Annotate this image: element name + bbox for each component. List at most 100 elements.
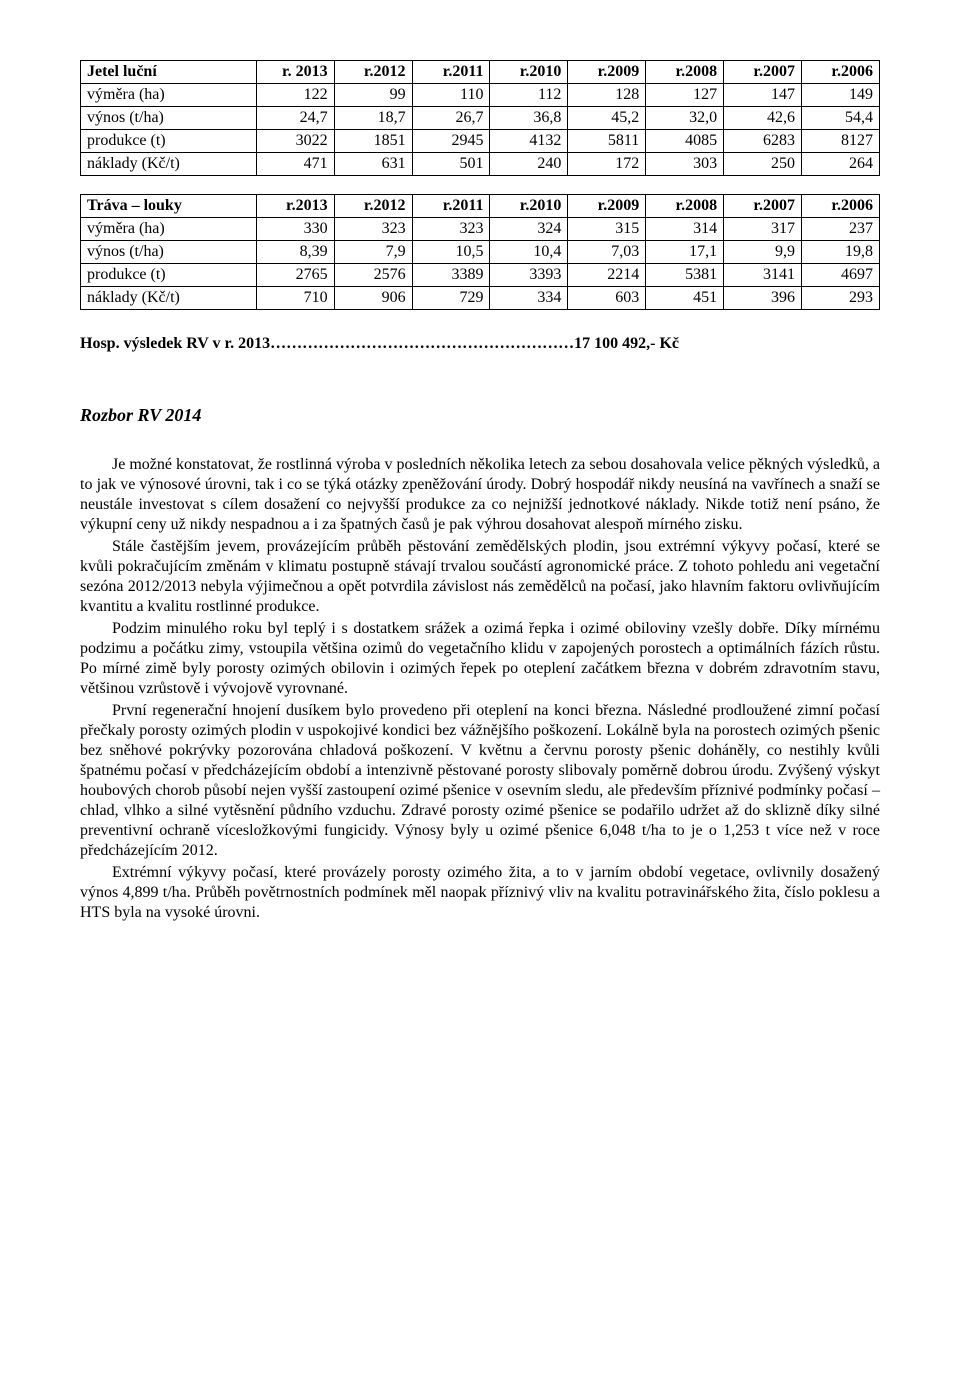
table-cell: 26,7 — [412, 107, 490, 130]
table-cell: 3393 — [490, 264, 568, 287]
table-cell: výnos (t/ha) — [81, 241, 257, 264]
table-cell: 8127 — [802, 130, 880, 153]
table-cell: 147 — [724, 84, 802, 107]
table-row: výnos (t/ha)24,718,726,736,845,232,042,6… — [81, 107, 880, 130]
table-header-cell: r.2013 — [256, 195, 334, 218]
table-cell: 54,4 — [802, 107, 880, 130]
table-cell: 1851 — [334, 130, 412, 153]
table-cell: 24,7 — [256, 107, 334, 130]
table-cell: výměra (ha) — [81, 84, 257, 107]
table-row: náklady (Kč/t)710906729334603451396293 — [81, 287, 880, 310]
table-row: výnos (t/ha)8,397,910,510,47,0317,19,919… — [81, 241, 880, 264]
table-cell: 4085 — [646, 130, 724, 153]
table-cell: 42,6 — [724, 107, 802, 130]
section-title: Rozbor RV 2014 — [80, 404, 880, 427]
table-cell: 2765 — [256, 264, 334, 287]
table-header-cell: r.2012 — [334, 195, 412, 218]
table-header-cell: r.2012 — [334, 61, 412, 84]
table-cell: 110 — [412, 84, 490, 107]
table-cell: 172 — [568, 153, 646, 176]
table-header-cell: Jetel luční — [81, 61, 257, 84]
table-cell: 906 — [334, 287, 412, 310]
table-header-cell: r.2009 — [568, 195, 646, 218]
table-cell: 334 — [490, 287, 568, 310]
table-cell: 324 — [490, 218, 568, 241]
table-header-cell: r.2009 — [568, 61, 646, 84]
table-cell: 603 — [568, 287, 646, 310]
paragraph: Podzim minulého roku byl teplý i s dosta… — [80, 619, 880, 699]
table-cell: 7,9 — [334, 241, 412, 264]
table-cell: náklady (Kč/t) — [81, 287, 257, 310]
table-cell: 471 — [256, 153, 334, 176]
table-cell: 4132 — [490, 130, 568, 153]
table-cell: 3022 — [256, 130, 334, 153]
table-row: výměra (ha)12299110112128127147149 — [81, 84, 880, 107]
table-cell: 323 — [334, 218, 412, 241]
table-header-cell: r.2008 — [646, 61, 724, 84]
table-cell: 501 — [412, 153, 490, 176]
table-cell: 710 — [256, 287, 334, 310]
table-cell: 2214 — [568, 264, 646, 287]
table-cell: výměra (ha) — [81, 218, 257, 241]
table-cell: 19,8 — [802, 241, 880, 264]
table-cell: 293 — [802, 287, 880, 310]
table-header-cell: r.2008 — [646, 195, 724, 218]
table-cell: 9,9 — [724, 241, 802, 264]
table-cell: 631 — [334, 153, 412, 176]
table-cell: 5811 — [568, 130, 646, 153]
table-header-cell: r.2006 — [802, 195, 880, 218]
table-cell: 264 — [802, 153, 880, 176]
table-cell: 237 — [802, 218, 880, 241]
table-cell: 18,7 — [334, 107, 412, 130]
table-cell: 122 — [256, 84, 334, 107]
table-cell: 112 — [490, 84, 568, 107]
table-cell: 323 — [412, 218, 490, 241]
table-cell: 17,1 — [646, 241, 724, 264]
table-cell: 10,4 — [490, 241, 568, 264]
table-cell: 451 — [646, 287, 724, 310]
table-cell: 6283 — [724, 130, 802, 153]
table-header-cell: r.2006 — [802, 61, 880, 84]
table-trava: Tráva – loukyr.2013r.2012r.2011r.2010r.2… — [80, 194, 880, 310]
paragraph: První regenerační hnojení dusíkem bylo p… — [80, 701, 880, 861]
table-cell: 10,5 — [412, 241, 490, 264]
table-cell: 317 — [724, 218, 802, 241]
table-row: náklady (Kč/t)471631501240172303250264 — [81, 153, 880, 176]
table-header-cell: r.2011 — [412, 195, 490, 218]
table-cell: 396 — [724, 287, 802, 310]
table-row: výměra (ha)330323323324315314317237 — [81, 218, 880, 241]
table-cell: 45,2 — [568, 107, 646, 130]
table-cell: výnos (t/ha) — [81, 107, 257, 130]
table-cell: 2576 — [334, 264, 412, 287]
table-cell: 7,03 — [568, 241, 646, 264]
table-cell: 315 — [568, 218, 646, 241]
table-header-cell: r.2007 — [724, 195, 802, 218]
table-cell: 250 — [724, 153, 802, 176]
table-header-cell: r.2010 — [490, 195, 568, 218]
table-header-cell: r.2011 — [412, 61, 490, 84]
table-header-cell: r.2010 — [490, 61, 568, 84]
table-cell: 36,8 — [490, 107, 568, 130]
table-cell: 729 — [412, 287, 490, 310]
table-cell: 240 — [490, 153, 568, 176]
table-cell: 303 — [646, 153, 724, 176]
paragraph: Extrémní výkyvy počasí, které provázely … — [80, 863, 880, 923]
table-cell: 149 — [802, 84, 880, 107]
table-row: produkce (t)2765257633893393221453813141… — [81, 264, 880, 287]
table-row: produkce (t)3022185129454132581140856283… — [81, 130, 880, 153]
table-cell: 330 — [256, 218, 334, 241]
table-cell: 3141 — [724, 264, 802, 287]
table-cell: produkce (t) — [81, 264, 257, 287]
table-cell: 5381 — [646, 264, 724, 287]
paragraph: Stále častějším jevem, provázejícím průb… — [80, 537, 880, 617]
table-cell: produkce (t) — [81, 130, 257, 153]
table-header-cell: r.2007 — [724, 61, 802, 84]
table-cell: 127 — [646, 84, 724, 107]
table-cell: 8,39 — [256, 241, 334, 264]
table-cell: 314 — [646, 218, 724, 241]
table-cell: náklady (Kč/t) — [81, 153, 257, 176]
table-cell: 2945 — [412, 130, 490, 153]
paragraph: Je možné konstatovat, že rostlinná výrob… — [80, 455, 880, 535]
hosp-result-line: Hosp. výsledek RV v r. 2013…………………………………… — [80, 334, 880, 354]
table-jetel: Jetel lučnír. 2013r.2012r.2011r.2010r.20… — [80, 60, 880, 176]
